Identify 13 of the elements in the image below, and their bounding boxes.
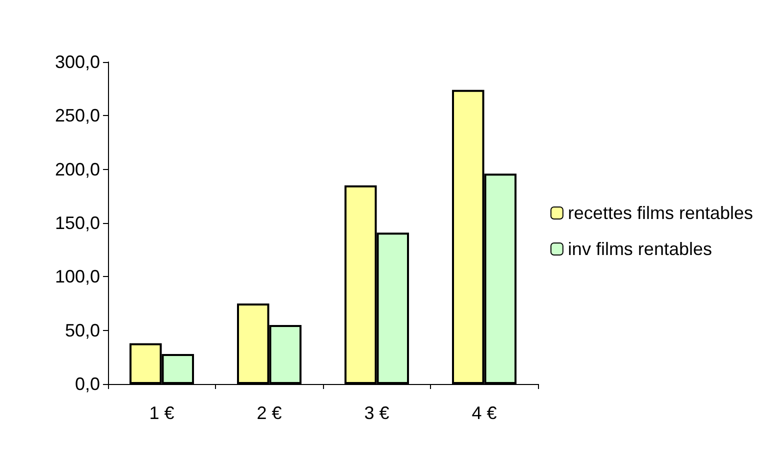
y-tick-label: 300,0 [54, 52, 100, 72]
legend-label: inv films rentables [568, 239, 712, 259]
legend-label: recettes films rentables [568, 203, 754, 223]
x-tick-label: 3 € [364, 403, 390, 423]
y-tick-label: 0,0 [74, 374, 100, 394]
y-tick-label: 150,0 [54, 213, 100, 233]
x-tick-label: 1 € [149, 403, 174, 423]
x-tick-label: 2 € [256, 403, 282, 423]
y-tick-label: 200,0 [54, 159, 100, 180]
y-tick-label: 250,0 [54, 106, 100, 126]
y-tick-label: 50,0 [64, 320, 100, 340]
x-tick-label: 4 € [472, 403, 497, 423]
y-tick-label: 100,0 [54, 266, 100, 287]
